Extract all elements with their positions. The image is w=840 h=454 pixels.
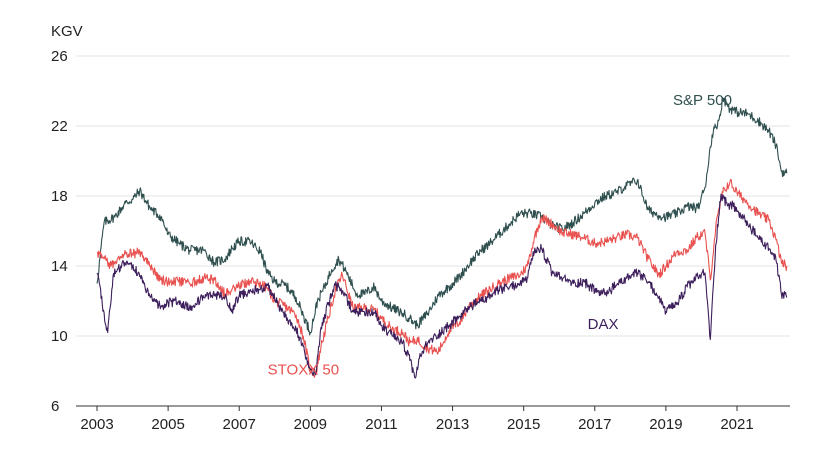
series-label: DAX	[588, 316, 619, 333]
y-axis-title: KGV	[51, 23, 83, 40]
x-tick-label: 2003	[80, 416, 113, 433]
series-line-dax	[96, 193, 788, 379]
y-tick-label: 14	[51, 258, 68, 275]
x-tick-label: 2007	[223, 416, 256, 433]
series-lines	[96, 96, 788, 379]
series-line-stoxx-50	[96, 178, 788, 378]
y-tick-label: 26	[51, 48, 68, 65]
y-axis: 6 10 14 18 22 26	[51, 48, 68, 415]
x-tick-label: 2021	[720, 416, 753, 433]
y-tick-label: 6	[51, 398, 59, 415]
x-axis: 2003 2005 2007 2009 2011 2013 2015 2017 2019 2021	[76, 405, 790, 433]
y-tick-label: 18	[51, 188, 68, 205]
x-tick-label: 2019	[649, 416, 682, 433]
x-tick-label: 2015	[507, 416, 540, 433]
gridlines	[76, 55, 790, 337]
series-label: S&P 500	[673, 92, 732, 109]
y-tick-label: 10	[51, 328, 68, 345]
x-tick-label: 2005	[151, 416, 184, 433]
x-tick-label: 2013	[436, 416, 469, 433]
series-line-s-p-500	[96, 96, 788, 336]
x-tick-label: 2017	[578, 416, 611, 433]
y-tick-label: 22	[51, 118, 68, 135]
x-tick-label: 2009	[294, 416, 327, 433]
series-annotations: S&P 500 STOXX 50 DAX	[268, 92, 732, 379]
x-tick-label: 2011	[365, 416, 397, 433]
series-label: STOXX 50	[268, 362, 339, 379]
